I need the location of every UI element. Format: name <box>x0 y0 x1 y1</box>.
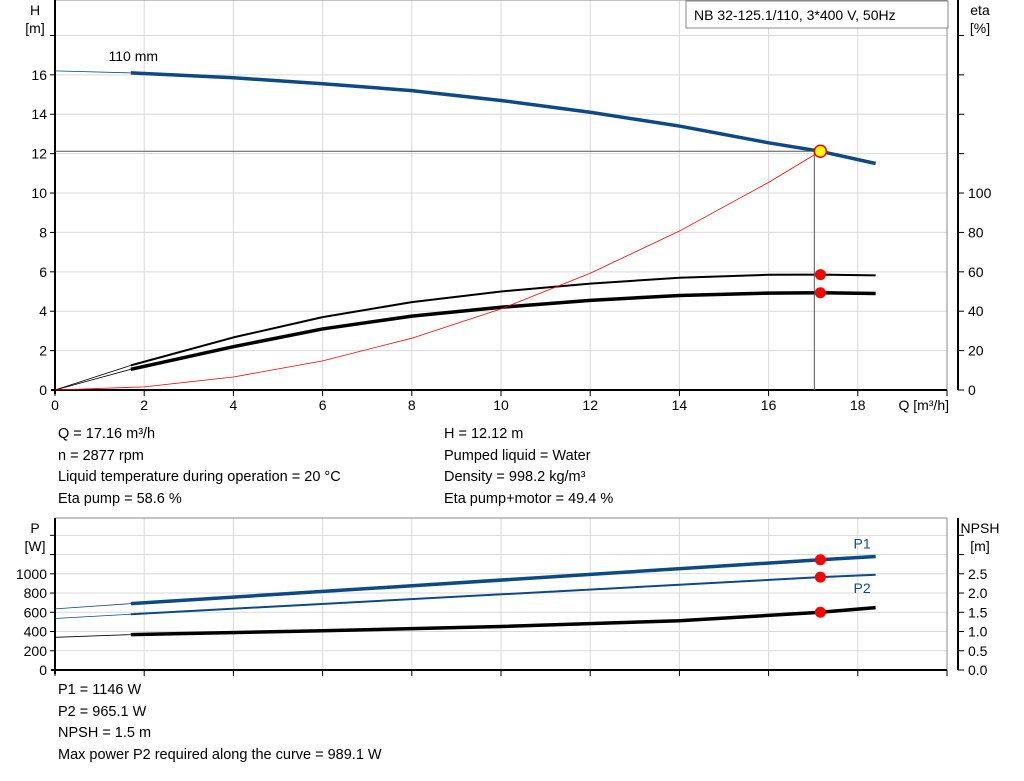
series-h-extension <box>54 70 131 74</box>
series-system-curve <box>54 150 821 391</box>
info-top-left: Q = 17.16 m³/h n = 2877 rpm Liquid tempe… <box>58 424 341 510</box>
duty-point-marker <box>813 144 828 159</box>
y-tick-label: 10 <box>31 185 47 201</box>
y-tick-label: 600 <box>24 604 48 620</box>
y-tick-label: 200 <box>24 643 48 659</box>
series-h <box>130 71 877 166</box>
x-tick-label: 16 <box>761 397 777 413</box>
y2-tick-label: 1.0 <box>968 624 988 640</box>
info-bottom: P1 = 1146 W P2 = 965.1 W NPSH = 1.5 m Ma… <box>58 680 382 766</box>
info-eta-pump: Eta pump = 58.6 % <box>58 490 182 507</box>
y-tick-label: 8 <box>39 224 47 240</box>
info-head: H = 12.12 m <box>444 426 524 442</box>
y2-axis-unit: [m] <box>970 538 989 554</box>
info-density: Density = 998.2 kg/m³ <box>444 469 586 485</box>
series-eta-pump-motor-extension <box>54 368 131 391</box>
y-axis-unit: [W] <box>25 538 46 554</box>
y-tick-label: 2 <box>39 343 47 359</box>
info-eta-pump-motor: Eta pump+motor = 49.4 % <box>444 490 614 507</box>
y-axis-label: H <box>30 2 40 18</box>
y-tick-label: 14 <box>31 106 47 122</box>
series-eta-pump <box>130 273 876 367</box>
y2-tick-label: 80 <box>968 224 984 240</box>
series-eta-pump-motor <box>130 290 876 372</box>
y-tick-label: 16 <box>31 67 47 83</box>
y2-tick-label: 0 <box>968 382 976 398</box>
x-tick-label: 10 <box>493 397 509 413</box>
y2-tick-label: 60 <box>968 264 984 280</box>
y2-tick-label: 1.5 <box>968 604 988 620</box>
title-box <box>685 0 949 29</box>
x-tick-label: 0 <box>51 397 59 413</box>
x-tick-label: 18 <box>850 397 866 413</box>
series-eta-pump-extension <box>54 364 131 391</box>
y2-tick-label: 0.5 <box>968 643 988 659</box>
series-npsh-extension <box>54 634 131 638</box>
series-label-p2: P2 <box>854 580 871 596</box>
series-npsh <box>130 605 876 637</box>
x-tick-label: 2 <box>140 397 148 413</box>
info-temperature: Liquid temperature during operation = 20… <box>58 469 341 485</box>
info-max-power: Max power P2 required along the curve = … <box>58 746 382 763</box>
y2-tick-label: 40 <box>968 303 984 319</box>
y2-axis-unit: [%] <box>970 20 990 36</box>
info-p1: P1 = 1146 W <box>58 682 142 698</box>
x-tick-label: 6 <box>319 397 327 413</box>
x-tick-label: 8 <box>408 397 416 413</box>
y-tick-label: 4 <box>39 303 47 319</box>
duty-point-p1 <box>814 554 826 566</box>
info-npsh: NPSH = 1.5 m <box>58 725 152 741</box>
series-p2-extension <box>54 613 131 619</box>
duty-point-eta-pump <box>814 269 826 281</box>
y2-axis-label: NPSH <box>961 520 1000 536</box>
info-p2: P2 = 965.1 W <box>58 703 147 720</box>
chart-title: NB 32-125.1/110, 3*400 V, 50Hz <box>694 7 896 23</box>
duty-point-p2 <box>814 571 826 583</box>
y-tick-label: 6 <box>39 264 47 280</box>
y-tick-label: 400 <box>24 624 48 640</box>
y2-tick-label: 2.0 <box>968 585 988 601</box>
y2-tick-label: 20 <box>968 343 984 359</box>
x-tick-label: 12 <box>582 397 598 413</box>
y2-tick-label: 100 <box>968 185 992 201</box>
curve-label: 110 mm <box>109 48 159 64</box>
y2-axis-label: eta <box>970 2 990 18</box>
info-top-right: H = 12.12 m Pumped liquid = Water Densit… <box>444 424 613 510</box>
y-tick-label: 12 <box>31 146 47 162</box>
x-tick-label: 14 <box>672 397 688 413</box>
duty-point-eta-pump-motor <box>814 287 826 299</box>
y-tick-label: 1000 <box>16 566 47 582</box>
y2-tick-label: 2.5 <box>968 566 988 582</box>
info-liquid: Pumped liquid = Water <box>444 447 591 464</box>
y-tick-label: 0 <box>39 662 47 678</box>
series-p1-extension <box>54 603 131 610</box>
y-tick-label: 0 <box>39 382 47 398</box>
y-axis-unit: [m] <box>25 20 44 36</box>
y2-tick-label: 0.0 <box>968 662 988 678</box>
info-speed: n = 2877 rpm <box>58 447 144 464</box>
series-label-p1: P1 <box>854 535 871 551</box>
y-axis-label: P <box>30 520 39 536</box>
info-flow: Q = 17.16 m³/h <box>58 426 156 442</box>
x-tick-label: 4 <box>230 397 238 413</box>
x-axis-label: Q [m³/h] <box>898 397 949 413</box>
duty-point-npsh <box>814 606 826 618</box>
y-tick-label: 800 <box>24 585 48 601</box>
